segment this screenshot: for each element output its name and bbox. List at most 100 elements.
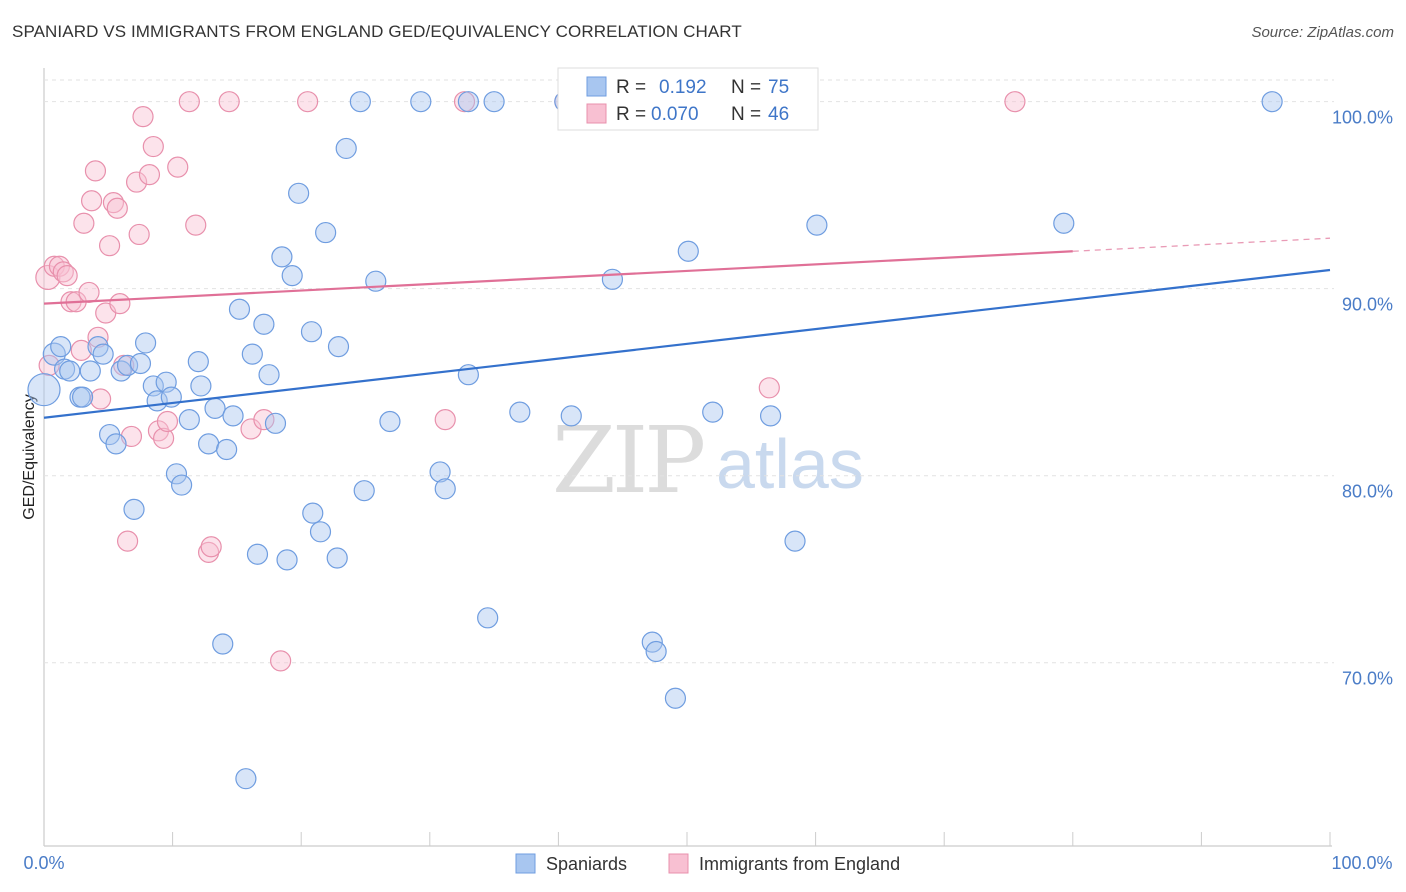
spaniard-point xyxy=(1261,91,1283,113)
spaniard-point xyxy=(302,502,324,524)
bottom-legend-spaniards: Spaniards xyxy=(546,854,627,874)
spaniard-point xyxy=(1053,212,1075,234)
spaniard-point xyxy=(190,375,212,397)
england-point xyxy=(73,212,95,234)
x-tick-label-min: 0.0% xyxy=(23,853,64,873)
spaniard-point xyxy=(92,343,114,365)
spaniard-point xyxy=(379,410,401,433)
bottom-legend-swatch-spaniards xyxy=(515,853,536,874)
spaniard-point xyxy=(246,543,269,565)
england-point xyxy=(128,223,150,246)
england-point xyxy=(142,135,164,158)
spaniard-point xyxy=(702,401,724,423)
legend-swatch-spaniards xyxy=(586,76,607,97)
spaniard-point xyxy=(187,351,209,373)
spaniard-point xyxy=(59,360,81,382)
spaniard-point xyxy=(216,438,238,461)
spaniard-point xyxy=(258,364,280,386)
legend-r-value-1: 0.192 xyxy=(659,77,707,98)
spaniard-point xyxy=(264,412,287,434)
spaniard-point xyxy=(204,397,226,419)
england-point xyxy=(89,388,112,410)
x-ticks xyxy=(43,832,1331,846)
chart-title: SPANIARD VS IMMIGRANTS FROM ENGLAND GED/… xyxy=(12,22,742,41)
chart-source: Source: ZipAtlas.com xyxy=(1251,24,1394,41)
england-point xyxy=(297,91,319,113)
spaniard-point xyxy=(353,480,375,502)
x-tick-label-max: 100.0% xyxy=(1331,853,1392,873)
series-england-points xyxy=(35,91,1026,672)
england-point xyxy=(120,425,143,448)
spaniard-point xyxy=(253,313,275,335)
england-point xyxy=(200,536,222,558)
england-point xyxy=(116,530,139,552)
spaniard-point xyxy=(457,91,479,113)
bottom-legend-england: Immigrants from England xyxy=(699,854,900,874)
england-point xyxy=(70,339,92,361)
y-tick-label: 90.0% xyxy=(1342,295,1393,315)
spaniard-point xyxy=(477,607,499,629)
england-point xyxy=(156,410,179,433)
england-point xyxy=(152,427,175,449)
gridlines xyxy=(44,79,1334,664)
bottom-legend-swatch-england xyxy=(668,853,689,874)
legend-n-value-1: 75 xyxy=(768,77,789,98)
spaniard-point xyxy=(241,343,263,365)
spaniard-point xyxy=(349,91,371,113)
england-point xyxy=(138,164,161,186)
england-point xyxy=(270,650,292,672)
spaniard-point xyxy=(326,547,348,569)
trend-lines xyxy=(43,237,1331,419)
watermark-atlas: atlas xyxy=(716,425,864,503)
england-point xyxy=(167,156,189,178)
y-tick-labels: 100.0% 90.0% 80.0% 70.0% xyxy=(1332,108,1393,689)
spaniard-point xyxy=(222,405,244,427)
spaniard-point xyxy=(410,91,432,113)
legend-n-value-2: 46 xyxy=(768,104,789,125)
spaniard-point xyxy=(784,530,806,552)
spaniard-point xyxy=(212,633,234,655)
legend-r-label-1: R = xyxy=(616,77,646,98)
england-point xyxy=(80,190,103,212)
england-trend-extension xyxy=(1072,237,1331,252)
spaniard-point xyxy=(664,687,687,709)
england-point xyxy=(132,106,154,128)
legend-box: R = 0.192 N = 75 R = 0.070 N = 46 xyxy=(557,67,819,131)
spaniard-point xyxy=(806,214,828,236)
legend-n-label-2: N = xyxy=(731,104,761,125)
spaniard-point xyxy=(335,137,357,160)
spaniard-point xyxy=(228,298,251,320)
england-trend-line xyxy=(43,250,1073,305)
spaniard-point xyxy=(759,405,782,427)
england-point xyxy=(78,281,100,304)
england-point xyxy=(98,235,121,257)
spaniard-point xyxy=(281,264,303,287)
y-tick-label: 70.0% xyxy=(1342,669,1393,689)
spaniard-point xyxy=(50,336,72,358)
spaniard-point xyxy=(110,360,132,382)
spaniard-point xyxy=(235,768,257,790)
spaniard-point xyxy=(129,352,152,375)
legend-n-label-1: N = xyxy=(731,77,761,98)
england-point xyxy=(253,408,275,431)
england-point xyxy=(84,160,107,182)
y-axis-label: GED/Equivalency xyxy=(21,394,38,519)
spaniard-point xyxy=(434,478,456,500)
spaniard-point xyxy=(327,336,350,358)
spaniard-point xyxy=(645,640,667,663)
england-point xyxy=(87,326,109,348)
england-point xyxy=(434,408,456,431)
spaniard-point xyxy=(309,521,332,543)
spaniard-point xyxy=(429,461,451,483)
spaniard-point xyxy=(178,408,200,431)
england-point xyxy=(52,261,74,283)
spaniard-point xyxy=(198,433,220,455)
spaniard-point xyxy=(276,549,298,571)
series-spaniards-points xyxy=(27,91,1283,790)
bottom-legend: Spaniards Immigrants from England xyxy=(515,853,900,874)
spaniard-point xyxy=(300,321,323,343)
spaniard-point xyxy=(105,433,127,455)
spaniard-point xyxy=(79,360,101,382)
england-point xyxy=(218,91,240,113)
